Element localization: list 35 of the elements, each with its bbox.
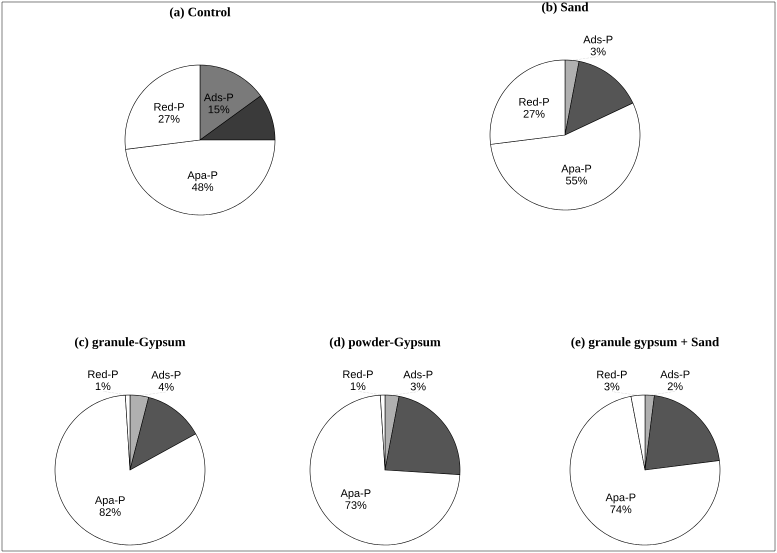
data-label: 3% <box>590 48 606 56</box>
slice-label: Ads-P <box>583 35 612 44</box>
slice-label: Apa-P <box>561 164 592 175</box>
slice-label: Ads-P <box>660 370 690 378</box>
data-label: 55% <box>566 176 588 184</box>
slice-label: Apa-P <box>340 489 370 500</box>
chart-title: (c) granule-Gypsum <box>74 337 186 349</box>
data-label: 4% <box>158 382 174 391</box>
chart-title: (d) powder-Gypsum <box>330 337 440 349</box>
data-label: 1% <box>96 382 110 390</box>
slice-label: Apa-P <box>606 494 636 504</box>
chart-title: (e) granule gypsum + Sand <box>571 337 720 349</box>
data-label: 2% <box>668 382 683 390</box>
data-label: 3% <box>604 382 620 390</box>
slice-label: Apa-P <box>187 171 218 182</box>
slice-label: Apa-P <box>94 496 125 506</box>
data-label: 15% <box>208 106 230 114</box>
slice-label: Red-P <box>88 370 118 378</box>
data-label: 82% <box>100 508 121 516</box>
data-label: 27% <box>524 110 545 118</box>
slice-label: Ads-P <box>403 370 432 378</box>
slice-label: Red-P <box>519 98 549 106</box>
slice-label: Ads-P <box>204 93 234 102</box>
data-label: 1% <box>350 382 366 390</box>
data-label: 73% <box>345 501 366 509</box>
data-label: 48% <box>192 183 214 191</box>
chart-title: (a) Control <box>170 7 230 19</box>
slice-label: Ads-P <box>151 370 181 379</box>
slice-label: Red-P <box>597 370 627 378</box>
data-label: 3% <box>410 382 426 390</box>
chart-title: (b) Sand <box>542 2 588 14</box>
slice-label: Red-P <box>154 102 184 111</box>
data-label: 74% <box>610 505 632 514</box>
data-label: 27% <box>158 114 180 123</box>
slice-label: Red-P <box>343 370 373 378</box>
